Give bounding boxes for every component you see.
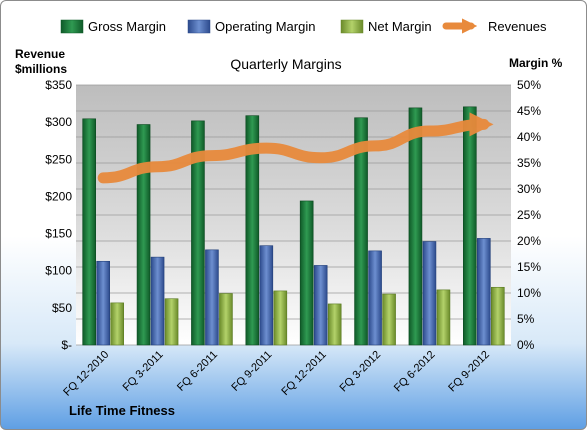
legend-item-net-margin: Net Margin <box>340 19 432 34</box>
legend-label-operating: Operating Margin <box>215 19 315 34</box>
gross-margin-bar <box>408 107 423 346</box>
operating-margin-bar <box>150 256 165 346</box>
gross-margin-bar <box>299 200 314 346</box>
operating-margin-bar <box>422 241 437 346</box>
category-label: FQ 9-2011 <box>229 349 274 394</box>
legend-label-net: Net Margin <box>368 19 432 34</box>
net-margin-bar <box>164 298 179 346</box>
right-axis-title: Margin % <box>509 56 563 70</box>
category-label: FQ 12-2010 <box>61 349 111 399</box>
chart-title: Quarterly Margins <box>230 56 341 72</box>
right-tick-label: 30% <box>517 182 541 196</box>
left-axis-title-line1: Revenue <box>15 47 65 61</box>
net-margin-bar <box>436 289 451 346</box>
legend-label-revenues: Revenues <box>488 19 547 34</box>
right-tick-label: 10% <box>517 286 541 300</box>
left-tick-label: $150 <box>45 227 72 241</box>
bars <box>82 106 505 346</box>
legend-label-gross: Gross Margin <box>88 19 166 34</box>
operating-margin-bar <box>205 249 219 346</box>
legend-item-revenues: Revenues <box>442 18 547 34</box>
net-margin-bar <box>219 293 233 346</box>
category-label: FQ 3-2011 <box>121 349 166 394</box>
right-tick-label: 40% <box>517 130 541 144</box>
left-tick-label: $- <box>61 338 72 352</box>
right-tick-label: 25% <box>517 208 541 222</box>
gross-margin-bar <box>82 118 96 346</box>
legend-item-gross-margin: Gross Margin <box>60 19 166 34</box>
category-label: FQ 9-2012 <box>446 349 492 395</box>
left-tick-label: $300 <box>45 115 72 129</box>
category-labels: FQ 12-2010 FQ 3-2011 FQ 6-2011 FQ 9-2011 FQ … <box>61 349 492 399</box>
net-margin-bar <box>327 303 342 346</box>
legend-swatch-net <box>340 19 364 34</box>
legend-swatch-gross <box>60 19 84 34</box>
gross-margin-bar <box>354 117 368 346</box>
legend-swatch-operating <box>187 19 211 34</box>
net-margin-bar <box>273 290 288 346</box>
right-tick-label: 20% <box>517 234 541 248</box>
left-tick-label: $50 <box>52 301 72 315</box>
net-margin-bar <box>110 302 124 346</box>
left-tick-label: $200 <box>45 189 72 203</box>
net-margin-bar <box>491 286 505 346</box>
net-margin-bar <box>382 293 396 346</box>
revenue-line-path <box>97 112 494 184</box>
category-label: FQ 3-2012 <box>338 349 384 395</box>
left-tick-label: $250 <box>45 152 72 166</box>
operating-margin-bar <box>477 238 491 346</box>
gross-margin-bar <box>463 106 477 346</box>
right-tick-label: 0% <box>517 338 535 352</box>
gross-margin-bar <box>245 115 260 346</box>
right-tick-label: 15% <box>517 260 541 274</box>
gross-margin-bar <box>136 124 151 346</box>
operating-margin-bar <box>313 265 328 346</box>
gross-margin-bar <box>191 120 205 346</box>
category-label: FQ 6-2012 <box>392 349 438 395</box>
category-label: FQ 12-2011 <box>279 349 328 398</box>
legend: Gross Margin Operating Margin Net Margin… <box>60 18 547 34</box>
legend-item-operating-margin: Operating Margin <box>187 19 315 34</box>
left-axis-title-line2: $millions <box>15 62 67 76</box>
footer-company: Life Time Fitness <box>69 403 175 418</box>
operating-margin-bar <box>259 245 274 346</box>
left-axis-ticks: $- $50 $100 $150 $200 $250 $300 $350 <box>45 78 72 352</box>
operating-margin-bar <box>368 250 382 346</box>
revenue-line <box>97 112 494 184</box>
right-tick-label: 5% <box>517 312 535 326</box>
right-tick-label: 50% <box>517 78 541 92</box>
right-axis-ticks: 0% 5% 10% 15% 20% 25% 30% 35% 40% 45% 50% <box>517 78 541 352</box>
left-tick-label: $350 <box>45 78 72 92</box>
right-tick-label: 35% <box>517 156 541 170</box>
category-label: FQ 6-2011 <box>175 349 220 394</box>
operating-margin-bar <box>96 260 110 346</box>
left-tick-label: $100 <box>45 264 72 278</box>
right-tick-label: 45% <box>517 104 541 118</box>
